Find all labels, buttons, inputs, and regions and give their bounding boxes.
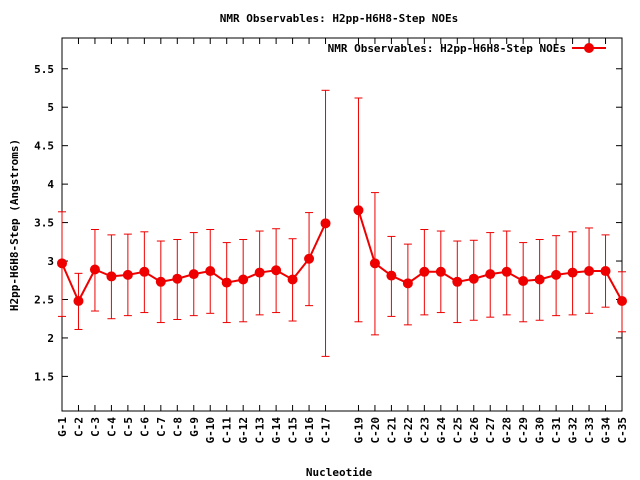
data-point — [287, 274, 298, 285]
data-point — [501, 266, 512, 277]
x-tick-label: G-28 — [501, 417, 514, 444]
data-point — [89, 264, 100, 275]
data-point — [320, 218, 331, 229]
y-tick-label: 3 — [47, 255, 54, 268]
data-point — [238, 274, 249, 285]
x-tick-label: C-33 — [583, 417, 596, 444]
x-tick-label: G-16 — [303, 417, 316, 444]
x-tick-label: G-1 — [56, 417, 69, 437]
legend: NMR Observables: H2pp-H6H8-Step NOEs — [328, 42, 606, 55]
x-tick-label: C-25 — [451, 417, 464, 444]
x-tick-label: C-15 — [287, 417, 300, 444]
data-point — [188, 269, 199, 280]
x-tick-label: G-9 — [188, 417, 201, 437]
data-point — [435, 266, 446, 277]
x-tick-label: C-2 — [72, 417, 85, 437]
x-tick-label: C-11 — [221, 417, 234, 444]
x-tick-label: C-21 — [385, 417, 398, 444]
x-tick-label: G-10 — [204, 417, 217, 444]
data-point — [353, 205, 364, 216]
x-tick-label: C-6 — [138, 417, 151, 437]
data-point — [419, 266, 430, 277]
y-tick-label: 2 — [47, 332, 54, 345]
x-tick-label: G-19 — [352, 417, 365, 444]
data-point — [172, 273, 183, 284]
x-tick-label: G-22 — [402, 417, 415, 444]
data-point — [271, 265, 282, 276]
y-tick-label: 3.5 — [34, 217, 54, 230]
data-point — [485, 269, 496, 280]
x-axis: G-1 C-2 C-3 C-4 C-5 C-6 C-7 C-8 G-9 G-10 C-11 G-12 C… — [56, 38, 629, 444]
plot-area — [61, 37, 623, 412]
y-axis: 1.5 2 2.5 3 3.5 4 4.5 5 5.5 — [34, 63, 622, 383]
series-points — [57, 205, 627, 307]
data-point — [139, 266, 150, 277]
legend-marker — [584, 43, 594, 53]
series-line — [61, 209, 623, 304]
x-tick-label: G-30 — [534, 417, 547, 444]
y-axis-label: H2pp-H6H8-Step (Angstroms) — [8, 139, 21, 311]
data-point — [254, 267, 265, 278]
y-tick-label: 5 — [47, 101, 54, 114]
data-point — [468, 273, 479, 284]
x-tick-label: C-23 — [418, 417, 431, 444]
x-tick-label: C-8 — [171, 417, 184, 437]
data-point — [617, 296, 627, 307]
data-point — [106, 271, 117, 282]
x-tick-label: G-24 — [435, 417, 448, 444]
error-bars — [58, 89, 626, 357]
data-point — [452, 276, 463, 287]
data-point — [534, 274, 545, 285]
x-tick-label: G-32 — [567, 417, 580, 444]
data-point — [369, 258, 380, 269]
x-tick-label: C-3 — [89, 417, 102, 437]
x-tick-label: C-27 — [484, 417, 497, 444]
y-tick-label: 5.5 — [34, 63, 54, 76]
x-tick-label: G-34 — [600, 417, 613, 444]
x-tick-label: C-29 — [517, 417, 530, 444]
data-point — [221, 277, 232, 288]
x-axis-label: Nucleotide — [306, 466, 373, 479]
chart-title: NMR Observables: H2pp-H6H8-Step NOEs — [220, 12, 458, 25]
x-tick-label: C-20 — [369, 417, 382, 444]
legend-label: NMR Observables: H2pp-H6H8-Step NOEs — [328, 42, 566, 55]
data-point — [584, 266, 595, 277]
x-tick-label: C-5 — [122, 417, 135, 437]
y-tick-label: 1.5 — [34, 370, 54, 383]
x-tick-label: G-14 — [270, 417, 283, 444]
x-tick-label: C-17 — [320, 417, 333, 444]
data-point — [567, 267, 578, 278]
x-tick-label: C-31 — [550, 417, 563, 444]
x-tick-label: G-12 — [237, 417, 250, 444]
x-tick-label: C-13 — [254, 417, 267, 444]
data-point — [551, 269, 562, 280]
data-point — [57, 258, 67, 269]
data-point — [386, 270, 397, 281]
y-tick-label: 4 — [47, 178, 54, 191]
data-point — [205, 266, 216, 277]
data-point — [600, 266, 611, 277]
y-tick-label: 4.5 — [34, 140, 54, 153]
y-tick-label: 2.5 — [34, 293, 54, 306]
data-point — [122, 269, 133, 280]
data-point — [155, 276, 166, 287]
x-tick-label: G-26 — [468, 417, 481, 444]
data-point — [402, 278, 413, 289]
data-point — [518, 276, 529, 287]
x-tick-label: C-35 — [616, 417, 629, 444]
x-tick-label: C-7 — [155, 417, 168, 437]
data-point — [304, 253, 315, 264]
data-point — [73, 296, 84, 307]
x-tick-label: C-4 — [105, 417, 118, 437]
